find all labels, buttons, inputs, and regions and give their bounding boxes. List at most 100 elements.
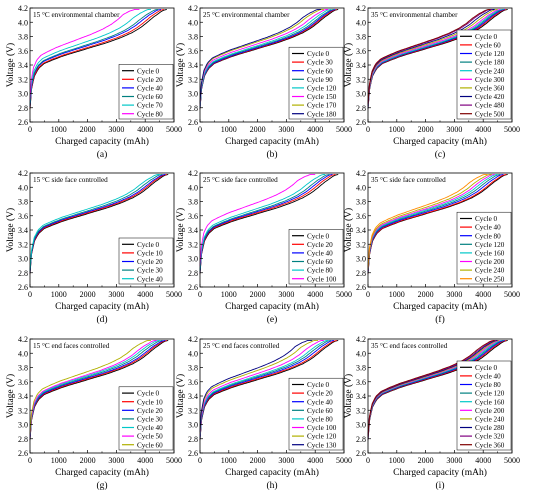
x-axis-label: Charged capacity (mAh) [55,136,149,147]
y-tick-label: 4.0 [188,183,198,192]
x-tick-label: 5000 [336,125,352,134]
x-tick-label: 0 [366,456,370,465]
series-line [199,173,333,273]
y-tick-label: 2.6 [356,118,366,127]
legend-entry: Cycle 180 [475,59,505,67]
legend-entry: Cycle 40 [137,275,163,283]
y-tick-label: 2.6 [356,449,366,458]
legend-entry: Cycle 80 [475,381,501,389]
legend-entry: Cycle 80 [307,416,333,424]
legend-entry: Cycle 0 [307,232,330,240]
legend-entry: Cycle 60 [307,258,333,266]
x-tick-label: 3000 [446,456,462,465]
y-tick-label: 3.0 [356,421,366,430]
y-tick-label: 2.6 [356,283,366,292]
x-tick-label: 4000 [137,125,153,134]
y-axis-label: Voltage (V) [175,43,186,87]
x-tick-label: 0 [28,125,32,134]
y-tick-label: 3.4 [188,61,198,70]
series-line [199,8,324,105]
legend-entry: Cycle 240 [475,267,505,275]
legend-entry: Cycle 0 [475,215,498,223]
y-tick-label: 3.2 [188,406,198,415]
series-line [29,339,160,438]
y-tick-label: 4.2 [18,169,28,178]
x-tick-label: 1000 [389,456,405,465]
x-tick-label: 4000 [307,125,323,134]
series-line [367,8,501,108]
legend-entry: Cycle 0 [137,241,160,249]
panel-label: (b) [266,149,277,160]
y-tick-label: 3.2 [18,240,28,249]
y-tick-label: 2.8 [18,104,28,113]
legend-entry: Cycle 60 [137,441,163,449]
x-tick-label: 5000 [504,125,520,134]
y-tick-label: 2.8 [188,435,198,444]
series-line [29,339,163,439]
panel-title: 25 °C end faces controlled [203,342,280,350]
legend-entry: Cycle 0 [307,50,330,58]
y-tick-label: 3.4 [356,392,366,401]
series-line [199,8,336,109]
legend-entry: Cycle 180 [307,110,337,118]
x-tick-label: 0 [198,456,202,465]
y-tick-label: 3.4 [18,61,28,70]
y-tick-label: 3.2 [356,240,366,249]
legend-entry: Cycle 160 [475,250,505,258]
x-tick-label: 4000 [137,456,153,465]
series-line [367,173,495,272]
series-line [29,8,140,101]
series-line [367,339,504,440]
series-line [29,339,167,440]
y-tick-label: 3.2 [356,406,366,415]
series-line [199,8,332,108]
series-line [367,8,491,105]
x-tick-label: 2000 [80,456,96,465]
y-tick-label: 4.2 [356,169,366,178]
series-line [199,173,339,275]
y-axis-label: Voltage (V) [343,43,354,87]
y-tick-label: 2.8 [18,269,28,278]
series-line [199,8,334,108]
series-line [367,339,495,438]
x-tick-label: 3000 [108,456,124,465]
y-tick-label: 3.8 [18,33,28,42]
legend-entry: Cycle 280 [475,424,505,432]
x-tick-label: 3000 [278,290,294,299]
y-axis-label: Voltage (V) [5,208,16,252]
y-tick-label: 3.2 [188,240,198,249]
x-tick-label: 2000 [80,290,96,299]
x-tick-label: 3000 [446,125,462,134]
chart-panel-f: 0 1000 2000 3000 4000 5000 2.6 2.8 3.0 3.2 3.4 3.6 3… [343,169,520,325]
legend-entry: Cycle 20 [307,241,333,249]
panel-label: (e) [267,314,278,325]
y-tick-label: 2.8 [188,269,198,278]
series-line [29,173,163,273]
panel-title: 15 °C end faces controlled [33,342,110,350]
y-tick-label: 3.6 [18,47,28,56]
y-tick-label: 3.4 [18,226,28,235]
x-tick-label: 3000 [108,125,124,134]
series-line [199,339,313,433]
legend-box [456,211,512,285]
legend-entry: Cycle 0 [137,67,160,75]
legend-entry: Cycle 40 [137,424,163,432]
legend-entry: Cycle 90 [307,76,333,84]
legend-entry: Cycle 130 [307,441,337,449]
y-tick-label: 4.0 [188,18,198,27]
series-line [367,173,498,272]
legend-box [118,386,174,451]
y-axis-label: Voltage (V) [175,208,186,252]
legend-entry: Cycle 10 [137,398,163,406]
x-tick-label: 5000 [336,290,352,299]
legend-entry: Cycle 0 [475,364,498,372]
y-axis-label: Voltage (V) [175,374,186,418]
series-line [199,339,337,440]
y-tick-label: 3.0 [188,90,198,99]
x-tick-label: 4000 [137,290,153,299]
y-tick-label: 4.2 [188,335,198,344]
x-tick-label: 3000 [278,456,294,465]
y-tick-label: 4.0 [356,183,366,192]
panel-title: 35 °C side face controlled [371,176,446,184]
